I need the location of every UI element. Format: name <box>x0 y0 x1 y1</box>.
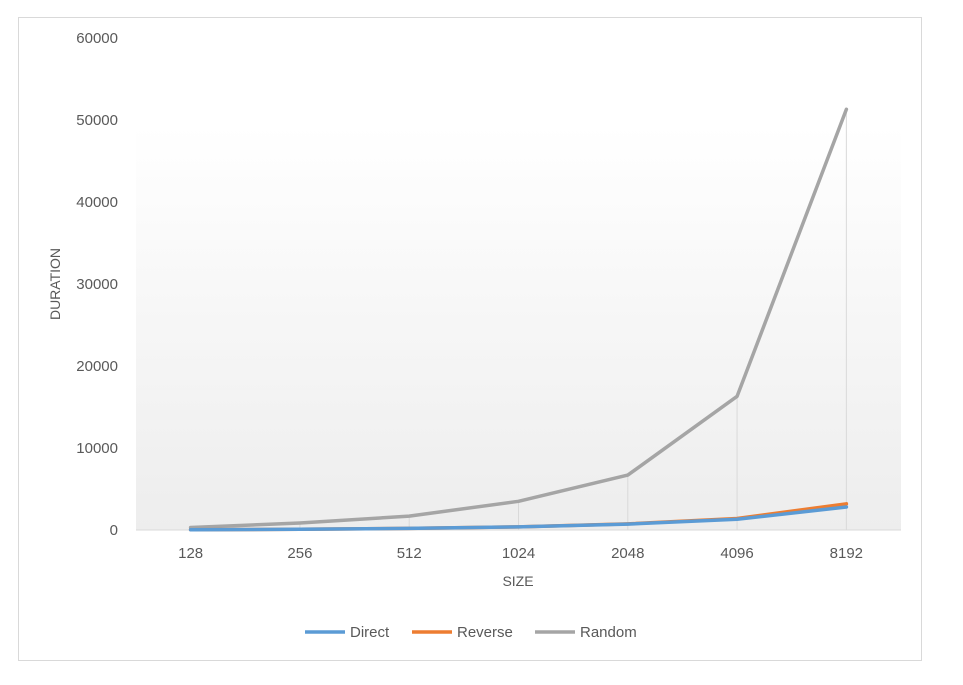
y-tick-label: 10000 <box>76 440 118 457</box>
y-tick-label: 20000 <box>76 358 118 375</box>
series-line-random <box>188 107 849 530</box>
legend-label: Reverse <box>457 624 513 641</box>
series-lines <box>188 107 849 532</box>
legend-label: Direct <box>350 624 390 641</box>
y-axis-ticks: 0 10000 20000 30000 40000 50000 60000 <box>76 30 118 539</box>
x-axis-title: SIZE <box>502 573 533 589</box>
x-tick-label: 256 <box>287 545 312 562</box>
y-tick-label: 50000 <box>76 112 118 129</box>
y-tick-label: 0 <box>110 522 118 539</box>
series-line-direct <box>188 505 849 532</box>
x-axis-ticks: 128 256 512 1024 2048 4096 8192 <box>178 545 863 562</box>
y-tick-label: 30000 <box>76 276 118 293</box>
legend-label: Random <box>580 624 637 641</box>
y-tick-label: 60000 <box>76 30 118 47</box>
x-tick-label: 4096 <box>720 545 753 562</box>
x-tick-label: 1024 <box>502 545 535 562</box>
y-tick-label: 40000 <box>76 194 118 211</box>
x-tick-label: 8192 <box>830 545 863 562</box>
x-tick-label: 512 <box>397 545 422 562</box>
legend: Direct Reverse Random <box>305 624 637 641</box>
y-axis-title: DURATION <box>47 248 63 320</box>
plot-area <box>136 125 901 530</box>
x-tick-label: 128 <box>178 545 203 562</box>
x-tick-label: 2048 <box>611 545 644 562</box>
